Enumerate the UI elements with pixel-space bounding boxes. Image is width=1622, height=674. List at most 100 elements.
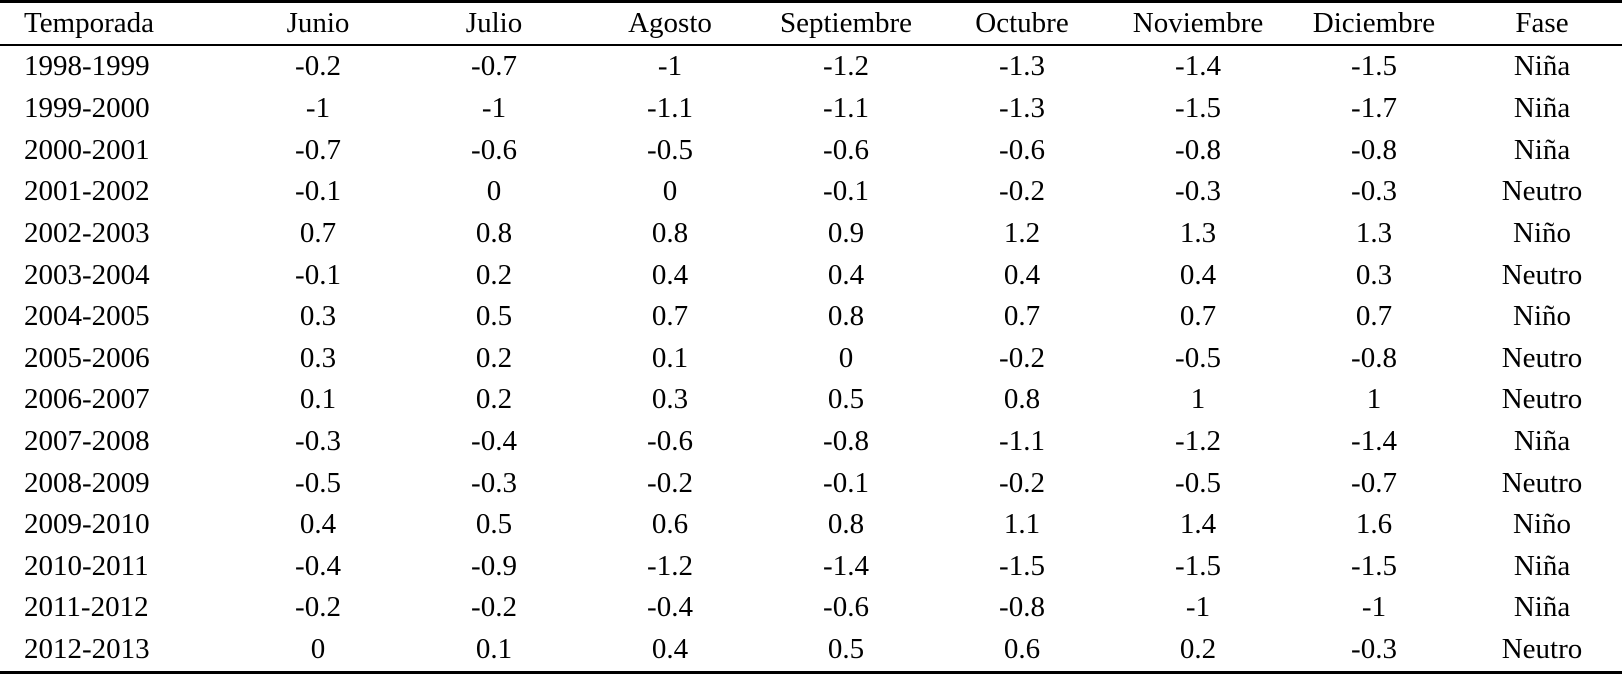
value-cell: -0.4 (647, 591, 693, 624)
fase-cell: Neutro (1501, 383, 1583, 416)
value-cell: 0.4 (1179, 258, 1217, 291)
value-cell: -0.8 (1351, 133, 1397, 166)
value-cell: 0.7 (1179, 300, 1217, 333)
season-cell: 2009-2010 (24, 508, 150, 541)
value-cell: 0.6 (1003, 633, 1041, 666)
table-row: 2001-2002 -0.1 0 0 -0.1 -0.2 -0.3 -0.3 Neutro (0, 171, 1622, 213)
value-cell: 0.3 (1355, 258, 1393, 291)
value-cell: 0.5 (827, 383, 865, 416)
value-cell: 0.8 (827, 300, 865, 333)
value-cell: 0.1 (651, 341, 689, 374)
table-header: Temporada Junio Julio Agosto Septiembre Octub… (0, 1, 1622, 46)
value-cell: -1 (481, 92, 507, 125)
value-cell: -0.5 (647, 133, 693, 166)
value-cell: -1.2 (1175, 425, 1221, 458)
value-cell: -0.3 (295, 425, 341, 458)
value-cell: -1.5 (1175, 549, 1221, 582)
fase-cell: Neutro (1501, 341, 1583, 374)
value-cell: -0.2 (647, 466, 693, 499)
value-cell: -1 (305, 92, 331, 125)
value-cell: 0.8 (475, 217, 513, 249)
value-cell: -0.7 (471, 50, 517, 83)
value-cell: 0.8 (651, 217, 689, 249)
value-cell: -1.7 (1351, 92, 1397, 125)
column-header-julio: Julio (406, 1, 582, 46)
value-cell: 0.4 (827, 258, 865, 291)
value-cell: -0.1 (823, 466, 869, 499)
column-header-agosto: Agosto (582, 1, 758, 46)
table-row: 2011-2012 -0.2 -0.2 -0.4 -0.6 -0.8 -1 -1 Niña (0, 587, 1622, 629)
value-cell: -0.6 (471, 133, 517, 166)
value-cell: 0.4 (299, 508, 337, 541)
value-cell: 0.8 (1003, 383, 1041, 416)
season-cell: 2004-2005 (24, 300, 150, 333)
column-header-diciembre: Diciembre (1286, 1, 1462, 46)
fase-cell: Niño (1513, 217, 1571, 249)
table-row: 2012-2013 0 0.1 0.4 0.5 0.6 0.2 -0.3 Neutro (0, 629, 1622, 673)
value-cell: -1.5 (999, 549, 1045, 582)
table-row: 1998-1999 -0.2 -0.7 -1 -1.2 -1.3 -1.4 -1.5 Niña (0, 45, 1622, 88)
table-row: 2000-2001 -0.7 -0.6 -0.5 -0.6 -0.6 -0.8 -0.8 Niñ… (0, 129, 1622, 171)
column-header-noviembre: Noviembre (1110, 1, 1286, 46)
value-cell: -1.3 (999, 92, 1045, 125)
value-cell: 1 (1190, 383, 1206, 416)
value-cell: -0.3 (471, 466, 517, 499)
value-cell: -1.1 (999, 425, 1045, 458)
value-cell: 1.3 (1179, 217, 1217, 249)
fase-cell: Neutro (1501, 258, 1583, 291)
fase-cell: Niño (1513, 300, 1571, 333)
fase-cell: Niña (1513, 50, 1571, 83)
value-cell: -0.6 (823, 133, 869, 166)
value-cell: 0.5 (827, 633, 865, 666)
value-cell: -0.1 (823, 175, 869, 208)
value-cell: 0.1 (475, 633, 513, 666)
value-cell: -0.4 (295, 549, 341, 582)
value-cell: -0.6 (999, 133, 1045, 166)
season-cell: 2005-2006 (24, 341, 150, 374)
fase-cell: Neutro (1501, 466, 1583, 499)
season-cell: 2001-2002 (24, 175, 150, 208)
fase-cell: Neutro (1501, 175, 1583, 208)
table-row: 2005-2006 0.3 0.2 0.1 0 -0.2 -0.5 -0.8 Neutro (0, 338, 1622, 380)
table-row: 2010-2011 -0.4 -0.9 -1.2 -1.4 -1.5 -1.5 -1.5 Niñ… (0, 546, 1622, 588)
value-cell: 0 (310, 633, 326, 666)
value-cell: -1 (1361, 591, 1387, 624)
value-cell: 0.6 (651, 508, 689, 541)
season-cell: 2003-2004 (24, 258, 150, 291)
value-cell: -0.8 (1175, 133, 1221, 166)
table-row: 2002-2003 0.7 0.8 0.8 0.9 1.2 1.3 1.3 Niño (0, 213, 1622, 255)
value-cell: 0.8 (827, 508, 865, 541)
value-cell: -1.4 (823, 549, 869, 582)
value-cell: -0.2 (471, 591, 517, 624)
value-cell: 0.9 (827, 217, 865, 249)
table-row: 2007-2008 -0.3 -0.4 -0.6 -0.8 -1.1 -1.2 -1.4 Niñ… (0, 421, 1622, 463)
value-cell: 0.2 (1179, 633, 1217, 666)
value-cell: -0.9 (471, 549, 517, 582)
value-cell: -1.1 (647, 92, 693, 125)
value-cell: -0.5 (295, 466, 341, 499)
value-cell: -0.7 (1351, 466, 1397, 499)
value-cell: -1.5 (1351, 50, 1397, 83)
value-cell: -0.8 (1351, 341, 1397, 374)
value-cell: -1.5 (1351, 549, 1397, 582)
value-cell: -1 (1185, 591, 1211, 624)
value-cell: 0.3 (299, 300, 337, 333)
value-cell: 0.2 (475, 341, 513, 374)
value-cell: -1 (657, 50, 683, 83)
value-cell: 0.7 (651, 300, 689, 333)
fase-cell: Niña (1513, 425, 1571, 458)
fase-cell: Niña (1513, 92, 1571, 125)
value-cell: 0.2 (475, 383, 513, 416)
value-cell: 0 (486, 175, 502, 208)
fase-cell: Niña (1513, 133, 1571, 166)
value-cell: 1 (1366, 383, 1382, 416)
value-cell: 0 (838, 341, 854, 374)
value-cell: -0.8 (823, 425, 869, 458)
value-cell: 1.1 (1003, 508, 1041, 541)
fase-cell: Niña (1513, 549, 1571, 582)
value-cell: -0.3 (1351, 633, 1397, 666)
value-cell: -0.5 (1175, 341, 1221, 374)
value-cell: 1.2 (1003, 217, 1041, 249)
value-cell: 0.3 (299, 341, 337, 374)
value-cell: -0.3 (1351, 175, 1397, 208)
